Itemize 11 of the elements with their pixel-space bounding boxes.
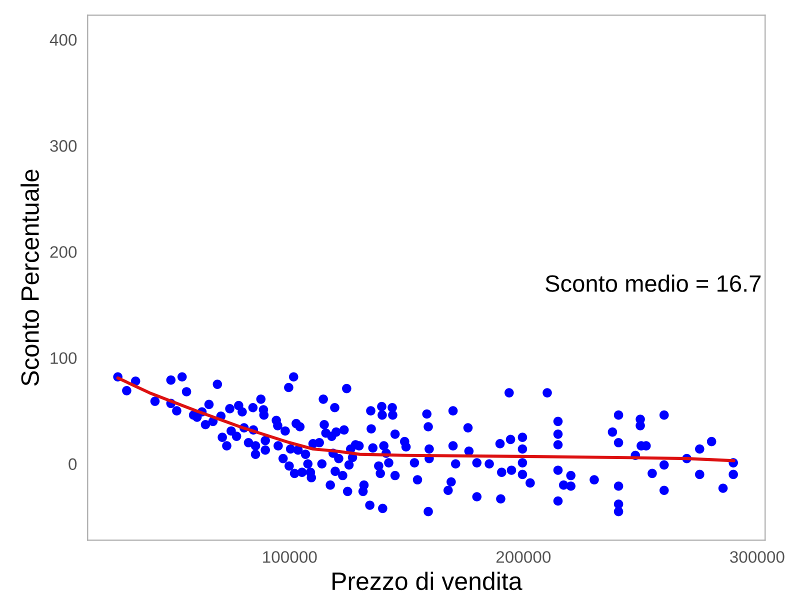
- annotation: Sconto medio = 16.7: [546, 274, 761, 292]
- x-tick-label: 100000: [263, 551, 317, 563]
- y-tick-label: 200: [50, 246, 77, 258]
- y-tick-label: 100: [50, 352, 77, 364]
- y-tick-label: 0: [68, 458, 77, 470]
- x-axis-title: Prezzo di vendita: [332, 572, 522, 590]
- x-tick-label: 200000: [496, 551, 551, 563]
- y-axis-title: Sconto Percentuale: [20, 170, 39, 386]
- y-tick-label: 300: [50, 140, 77, 152]
- y-tick-label: 400: [50, 34, 77, 46]
- x-tick-label: 300000: [730, 551, 784, 563]
